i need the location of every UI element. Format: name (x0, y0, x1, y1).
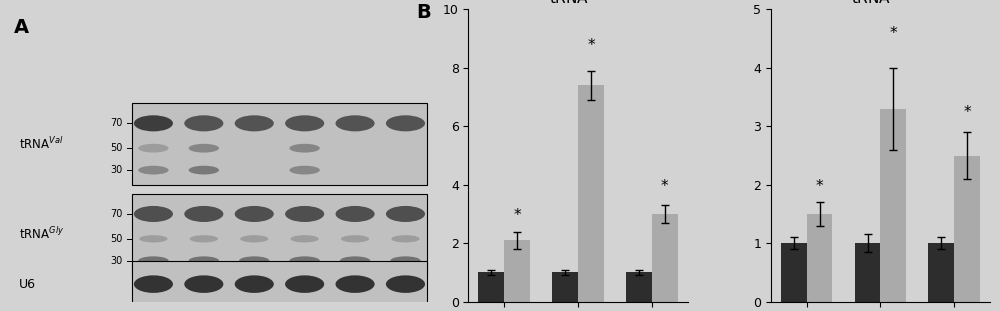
Bar (552, 272, 578, 302)
Ellipse shape (138, 166, 169, 174)
Ellipse shape (285, 206, 324, 222)
Ellipse shape (336, 115, 375, 131)
Ellipse shape (138, 256, 169, 265)
Text: U6: U6 (19, 278, 36, 291)
Text: *: * (816, 179, 823, 193)
Ellipse shape (341, 235, 369, 243)
Ellipse shape (138, 144, 169, 153)
Text: tRNA$^{Val}$: tRNA$^{Val}$ (19, 136, 63, 152)
Ellipse shape (336, 275, 375, 293)
Title: tRNA$^{Gly}$: tRNA$^{Gly}$ (851, 0, 910, 7)
Ellipse shape (336, 206, 375, 222)
Text: *: * (513, 208, 521, 223)
Bar (781, 243, 807, 302)
Text: *: * (587, 38, 595, 53)
Bar (880, 109, 906, 302)
Bar (504, 240, 530, 302)
Text: 50: 50 (111, 143, 123, 153)
Ellipse shape (184, 275, 223, 293)
Text: tRNA$^{Gly}$: tRNA$^{Gly}$ (19, 226, 64, 242)
Ellipse shape (189, 166, 219, 174)
Bar (478, 272, 504, 302)
Bar (578, 85, 604, 302)
Ellipse shape (285, 115, 324, 131)
Text: *: * (661, 179, 669, 193)
Bar (928, 243, 954, 302)
Ellipse shape (139, 235, 168, 243)
Legend: 对照, 缺氧: 对照, 缺氧 (934, 16, 984, 59)
Ellipse shape (386, 275, 425, 293)
Ellipse shape (134, 206, 173, 222)
Text: *: * (963, 105, 971, 120)
FancyBboxPatch shape (132, 261, 427, 308)
Text: B: B (416, 3, 431, 22)
Ellipse shape (289, 144, 320, 153)
Bar (954, 156, 980, 302)
Ellipse shape (289, 256, 320, 265)
FancyBboxPatch shape (132, 103, 427, 185)
Text: *: * (890, 26, 897, 41)
Text: A: A (14, 18, 29, 37)
Ellipse shape (189, 144, 219, 153)
Ellipse shape (391, 235, 420, 243)
Ellipse shape (235, 206, 274, 222)
Bar (652, 214, 678, 302)
Ellipse shape (386, 115, 425, 131)
Ellipse shape (239, 256, 269, 265)
Ellipse shape (390, 256, 421, 265)
Ellipse shape (289, 166, 320, 174)
Bar (807, 214, 832, 302)
Ellipse shape (340, 256, 370, 265)
Text: 30: 30 (111, 165, 123, 175)
Ellipse shape (235, 275, 274, 293)
Text: 30: 30 (111, 256, 123, 266)
Text: 70: 70 (111, 118, 123, 128)
Ellipse shape (134, 115, 173, 131)
Text: 50: 50 (111, 234, 123, 244)
Ellipse shape (184, 115, 223, 131)
Ellipse shape (134, 275, 173, 293)
FancyBboxPatch shape (132, 193, 427, 275)
Title: tRNA$^{Val}$: tRNA$^{Val}$ (549, 0, 607, 7)
Ellipse shape (240, 235, 268, 243)
Ellipse shape (386, 206, 425, 222)
Ellipse shape (235, 115, 274, 131)
Ellipse shape (190, 235, 218, 243)
Ellipse shape (285, 275, 324, 293)
Ellipse shape (184, 206, 223, 222)
Ellipse shape (291, 235, 319, 243)
Ellipse shape (189, 256, 219, 265)
Text: 70: 70 (111, 209, 123, 219)
Bar (626, 272, 652, 302)
Bar (855, 243, 880, 302)
